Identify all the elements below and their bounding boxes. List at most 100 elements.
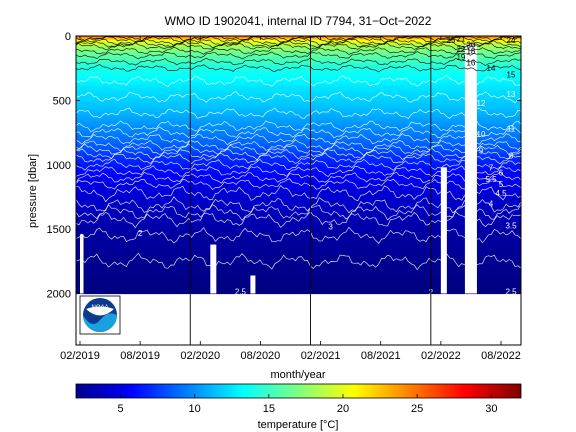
isotherm-line bbox=[76, 133, 521, 146]
isotherm-label: 15 bbox=[507, 71, 516, 80]
temperature-band bbox=[76, 81, 521, 83]
temperature-band bbox=[76, 51, 521, 54]
colorbar-tick-label: 15 bbox=[263, 403, 275, 415]
temperature-band bbox=[76, 265, 521, 268]
temperature-band bbox=[76, 229, 521, 232]
isotherm-label: 21 bbox=[456, 35, 465, 44]
temperature-band bbox=[76, 285, 521, 288]
temperature-band bbox=[76, 41, 521, 44]
temperature-band bbox=[76, 200, 521, 203]
temperature-band bbox=[76, 92, 521, 95]
data-gap bbox=[210, 244, 217, 294]
data-gap bbox=[80, 234, 84, 294]
temperature-band bbox=[76, 38, 521, 41]
temperature-band bbox=[76, 54, 521, 56]
temperature-band bbox=[76, 238, 521, 241]
isotherm-line bbox=[76, 165, 521, 178]
temperature-band bbox=[76, 78, 521, 81]
temperature-band bbox=[76, 117, 521, 119]
temperature-band bbox=[76, 115, 521, 118]
temperature-band bbox=[76, 236, 521, 239]
temperature-band bbox=[76, 261, 521, 264]
temperature-band bbox=[76, 292, 521, 295]
temperature-band bbox=[76, 139, 521, 141]
temperature-band bbox=[76, 249, 521, 252]
temperature-band bbox=[76, 64, 521, 67]
temperature-band bbox=[76, 231, 521, 234]
isotherm-label: 25 bbox=[446, 36, 455, 45]
temperature-band bbox=[76, 270, 521, 273]
temperature-band bbox=[76, 204, 521, 207]
isotherm-label: 5.5 bbox=[485, 175, 497, 184]
isotherm-line bbox=[76, 40, 521, 49]
isotherm-label: 11 bbox=[507, 125, 516, 134]
temperature-band bbox=[76, 230, 521, 233]
temperature-band bbox=[76, 61, 521, 64]
temperature-band bbox=[76, 150, 521, 153]
temperature-band bbox=[76, 202, 521, 204]
isotherm-line bbox=[76, 152, 521, 165]
data-gaps bbox=[80, 43, 477, 294]
temperature-band bbox=[76, 240, 521, 243]
isotherm-label: 24 bbox=[507, 36, 516, 45]
temperature-band bbox=[76, 283, 521, 286]
temperature-band bbox=[76, 258, 521, 261]
isotherm-line bbox=[76, 38, 521, 46]
temperature-band bbox=[76, 106, 521, 109]
temperature-band bbox=[76, 223, 521, 226]
isotherm-line bbox=[76, 210, 521, 229]
temperature-band bbox=[76, 99, 521, 101]
temperature-band bbox=[76, 154, 521, 157]
temperature-band bbox=[76, 90, 521, 92]
temperature-band bbox=[76, 124, 521, 127]
temperature-band bbox=[76, 167, 521, 170]
temperature-band bbox=[76, 244, 521, 247]
y-tick-label: 1500 bbox=[47, 224, 71, 236]
temperature-band bbox=[76, 243, 521, 246]
temperature-band bbox=[76, 113, 521, 116]
temperature-band bbox=[76, 43, 521, 46]
temperature-band bbox=[76, 100, 521, 103]
temperature-band bbox=[76, 47, 521, 50]
temperature-band bbox=[76, 169, 521, 172]
temperature-band bbox=[76, 216, 521, 219]
isotherm-label: 19 bbox=[456, 53, 465, 62]
temperature-band bbox=[76, 269, 521, 271]
temperature-band bbox=[76, 271, 521, 274]
temperature-band bbox=[76, 260, 521, 262]
temperature-band bbox=[76, 247, 521, 250]
isotherm-label: 4.5 bbox=[495, 189, 507, 198]
temperature-band bbox=[76, 46, 521, 49]
temperature-band bbox=[76, 104, 521, 107]
isotherm-line bbox=[76, 64, 521, 73]
isotherm-line bbox=[76, 74, 521, 88]
temperature-band bbox=[76, 184, 521, 186]
isotherm-label: 6 bbox=[499, 169, 504, 178]
temperature-band bbox=[76, 126, 521, 129]
y-tick-label: 0 bbox=[65, 31, 71, 43]
isotherm-line bbox=[76, 57, 521, 66]
isotherm-line bbox=[76, 147, 521, 161]
temperature-band bbox=[76, 199, 521, 202]
y-tick-label: 2000 bbox=[47, 289, 71, 301]
isotherm-label: 5 bbox=[499, 180, 504, 189]
temperature-band bbox=[76, 253, 521, 256]
isotherm-line bbox=[76, 185, 521, 203]
temperature-band bbox=[76, 214, 521, 217]
temperature-band bbox=[76, 83, 521, 86]
temperature-band bbox=[76, 157, 521, 159]
temperature-band bbox=[76, 136, 521, 139]
temperature-band bbox=[76, 52, 521, 55]
temperature-band bbox=[76, 168, 521, 171]
isotherm-label: 8 bbox=[509, 152, 514, 161]
temperature-band bbox=[76, 102, 521, 105]
temperature-band bbox=[76, 186, 521, 189]
temperature-band bbox=[76, 151, 521, 154]
temperature-band bbox=[76, 73, 521, 76]
temperature-band bbox=[76, 36, 521, 38]
data-gap bbox=[250, 275, 256, 294]
temperature-band bbox=[76, 50, 521, 53]
temperature-band bbox=[76, 281, 521, 284]
temperature-band bbox=[76, 227, 521, 230]
